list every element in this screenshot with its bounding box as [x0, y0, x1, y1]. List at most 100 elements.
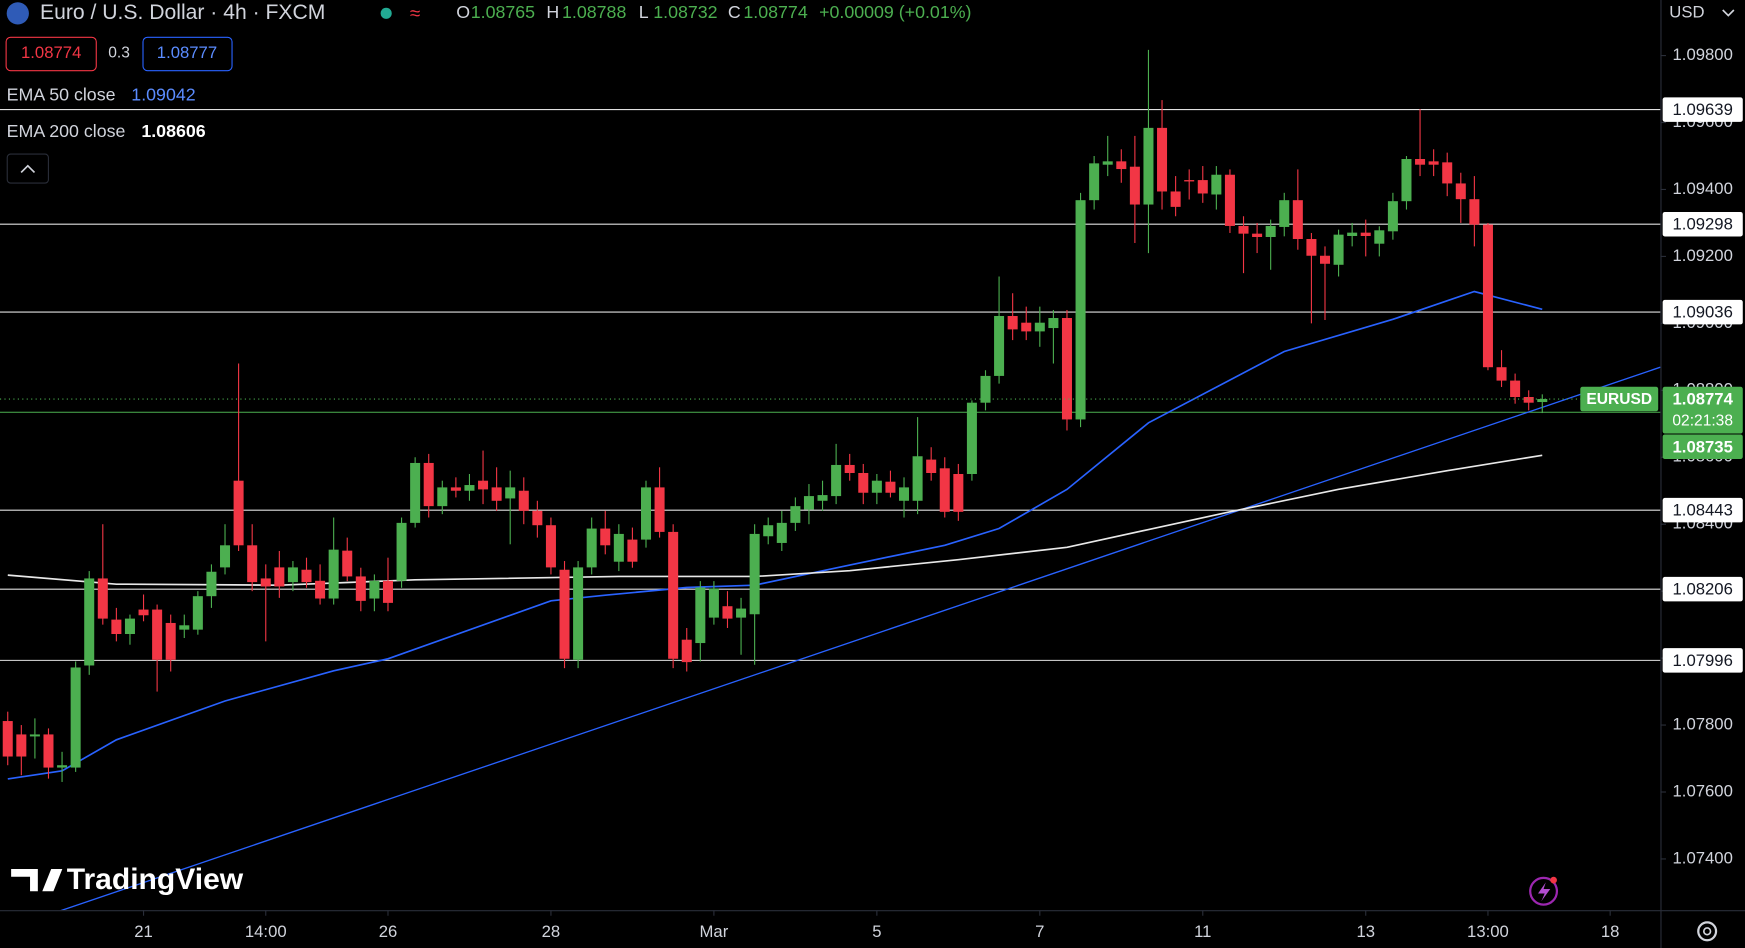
level-label: 1.08443: [1673, 501, 1733, 520]
ohlc-label: L: [639, 2, 649, 22]
candle-body: [1184, 180, 1195, 182]
candle-body: [1415, 159, 1426, 165]
spread: 0.3: [108, 45, 130, 62]
candle-body: [695, 587, 706, 644]
x-tick-label: 21: [134, 922, 153, 941]
price-axis: 1.098001.096001.094001.092001.090001.088…: [134, 45, 1743, 941]
candle-body: [1537, 399, 1548, 403]
candle-body: [912, 456, 923, 501]
candle-body: [1496, 367, 1507, 381]
support-label-box: [1662, 434, 1743, 459]
level-label-box: [1662, 648, 1743, 673]
candle-body: [382, 580, 393, 603]
level-label: 1.09298: [1673, 215, 1733, 234]
badge: [1550, 876, 1557, 884]
candle-body: [654, 487, 665, 532]
ask-price: 1.08777: [157, 43, 217, 62]
candle-body: [1211, 174, 1222, 195]
candle-body: [1021, 322, 1032, 332]
candle-body: [152, 609, 163, 660]
collapse-button[interactable]: [6, 153, 49, 184]
candle-body: [301, 569, 312, 583]
candle-body: [247, 545, 258, 583]
settings-icon[interactable]: [1697, 921, 1718, 942]
candle-body: [206, 571, 217, 597]
candle-body: [478, 480, 489, 490]
candle-body: [736, 608, 747, 618]
candle-body: [532, 510, 543, 526]
candle-body: [1089, 163, 1100, 201]
alert-icon[interactable]: [1529, 876, 1559, 906]
candle-body: [1252, 233, 1263, 237]
candle-body: [315, 580, 326, 599]
brand-logo: [11, 869, 63, 892]
candle-body: [1224, 174, 1235, 226]
candle-body: [1170, 191, 1181, 207]
status-dot: [380, 7, 392, 19]
candle-body: [97, 578, 108, 619]
candle-body: [953, 473, 964, 512]
settings-icon-center: [1702, 927, 1712, 936]
candle-body: [274, 567, 285, 587]
candle-body: [939, 468, 950, 512]
ohlc-value: 1.08765: [471, 2, 535, 22]
candle-body: [1157, 127, 1168, 192]
candle-body: [1143, 127, 1154, 205]
x-tick-label: 28: [542, 922, 561, 941]
y-tick-label: 1.09200: [1673, 246, 1733, 265]
trendline: [60, 366, 1661, 911]
candle-body: [763, 525, 774, 537]
candle-body: [1238, 225, 1249, 234]
candle-body: [1401, 159, 1412, 202]
candle-body: [518, 490, 529, 511]
level-label: 1.09639: [1673, 100, 1733, 119]
legend-value: 1.09042: [131, 84, 195, 104]
ohlc-label: C: [728, 2, 741, 22]
candle-body: [16, 734, 27, 757]
candle-body: [1360, 232, 1371, 236]
candle-body: [124, 618, 135, 635]
legend-label: EMA 50 close: [7, 84, 116, 104]
candle-body: [1129, 166, 1140, 205]
candle-body: [1428, 161, 1439, 165]
candle-body: [776, 522, 787, 543]
ohlc-value: 1.08732: [653, 2, 717, 22]
candle-body: [885, 481, 896, 493]
y-tick-label: 1.09400: [1673, 179, 1733, 198]
candle-body: [1007, 315, 1018, 330]
chevron-icon: [20, 164, 36, 174]
candle-body: [450, 487, 461, 491]
candle-body: [1279, 200, 1290, 227]
bid-box[interactable]: [5, 36, 97, 72]
currency[interactable]: USD: [1669, 3, 1704, 22]
candle-body: [328, 549, 339, 599]
x-tick-label: 13: [1356, 922, 1375, 941]
candle-body: [1102, 161, 1113, 165]
candle-body: [899, 487, 910, 501]
candle-body: [111, 619, 122, 635]
candle-body: [1319, 255, 1331, 264]
candle-body: [817, 495, 828, 501]
ask-box[interactable]: [142, 36, 233, 72]
candle-body: [1374, 230, 1385, 244]
candle-body: [1523, 397, 1534, 403]
candle-body: [1292, 200, 1303, 240]
legend-label: EMA 200 close: [7, 121, 126, 141]
candle-body: [831, 464, 842, 497]
x-tick-label: 5: [872, 922, 881, 941]
candle-body: [1347, 232, 1358, 236]
candle-body: [437, 487, 448, 507]
plot-area: [0, 49, 1661, 911]
legend-value: 1.08606: [141, 121, 205, 141]
y-tick-label: 1.07600: [1673, 781, 1733, 800]
candle-body: [1455, 183, 1466, 200]
bid-price: 1.08774: [21, 43, 81, 62]
candle-body: [233, 480, 244, 546]
candle-body: [749, 533, 760, 615]
x-tick-label: 7: [1035, 922, 1044, 941]
level-label: 1.07996: [1673, 651, 1733, 670]
ohlc-label: O: [456, 2, 470, 22]
x-tick-label: 18: [1601, 922, 1620, 941]
